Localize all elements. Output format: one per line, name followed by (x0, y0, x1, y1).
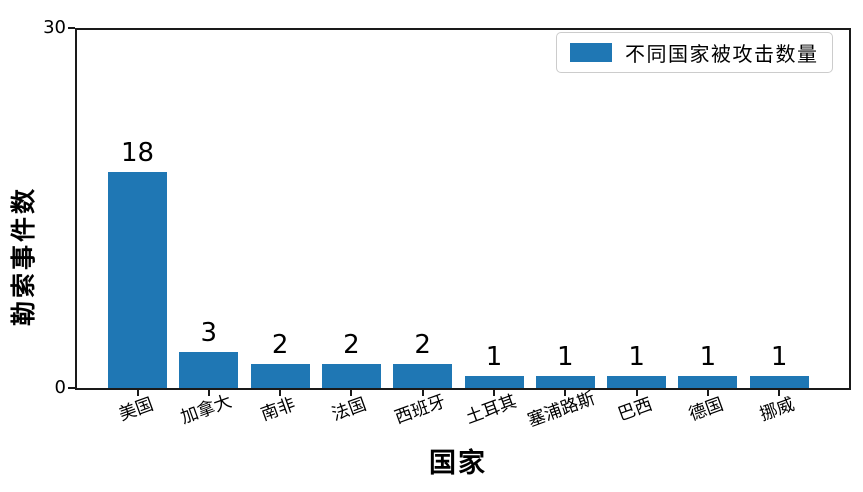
x-tick-mark (136, 390, 139, 396)
bar-value-label: 1 (699, 342, 717, 372)
y-tick-mark (68, 387, 75, 389)
x-tick-label: 加拿大 (178, 391, 235, 429)
y-axis-title: 勒索事件数 (9, 185, 38, 327)
bar-value-label: 1 (628, 342, 645, 372)
bar (607, 376, 667, 388)
bar-value-label: 1 (557, 342, 574, 372)
bar (179, 352, 239, 388)
bar (749, 376, 809, 388)
x-tick-mark (350, 390, 353, 396)
x-tick-label: 南非 (258, 394, 299, 426)
x-tick-label: 法国 (329, 394, 370, 426)
x-tick-label: 德国 (686, 394, 727, 426)
legend: 不同国家被攻击数量 (556, 32, 833, 73)
bar (678, 376, 738, 388)
plot-area (75, 28, 851, 390)
bar (321, 364, 381, 388)
y-tick-label: 30 (43, 17, 66, 38)
bar-value-label: 2 (414, 330, 431, 360)
bar-value-label: 3 (200, 318, 218, 348)
legend-swatch (570, 43, 612, 62)
bar (464, 376, 524, 388)
x-tick-label: 美国 (115, 394, 156, 426)
x-axis-title: 国家 (429, 448, 487, 479)
x-tick-label: 土耳其 (463, 391, 520, 429)
bar (535, 376, 595, 388)
x-tick-mark (493, 390, 495, 396)
x-tick-mark (778, 390, 781, 396)
x-tick-mark (279, 390, 282, 396)
x-tick-mark (706, 390, 709, 396)
bar (108, 172, 167, 388)
x-tick-label: 塞浦路斯 (525, 388, 599, 432)
legend-label: 不同国家被攻击数量 (625, 42, 819, 66)
bar (250, 364, 310, 388)
x-tick-label: 巴西 (614, 394, 655, 426)
x-tick-mark (635, 390, 638, 396)
bar-value-label: 2 (271, 330, 289, 360)
x-tick-label: 西班牙 (391, 391, 449, 429)
bar-value-label: 1 (770, 342, 788, 372)
x-tick-mark (564, 390, 567, 396)
bar-value-label: 2 (343, 330, 360, 360)
y-tick-mark (68, 27, 75, 29)
bar-value-label: 18 (120, 138, 155, 168)
y-tick-label: 0 (54, 377, 66, 398)
bar-value-label: 1 (485, 342, 503, 372)
x-tick-mark (207, 390, 210, 396)
x-tick-label: 挪威 (757, 394, 798, 426)
bar (393, 364, 453, 388)
x-tick-mark (421, 390, 424, 396)
